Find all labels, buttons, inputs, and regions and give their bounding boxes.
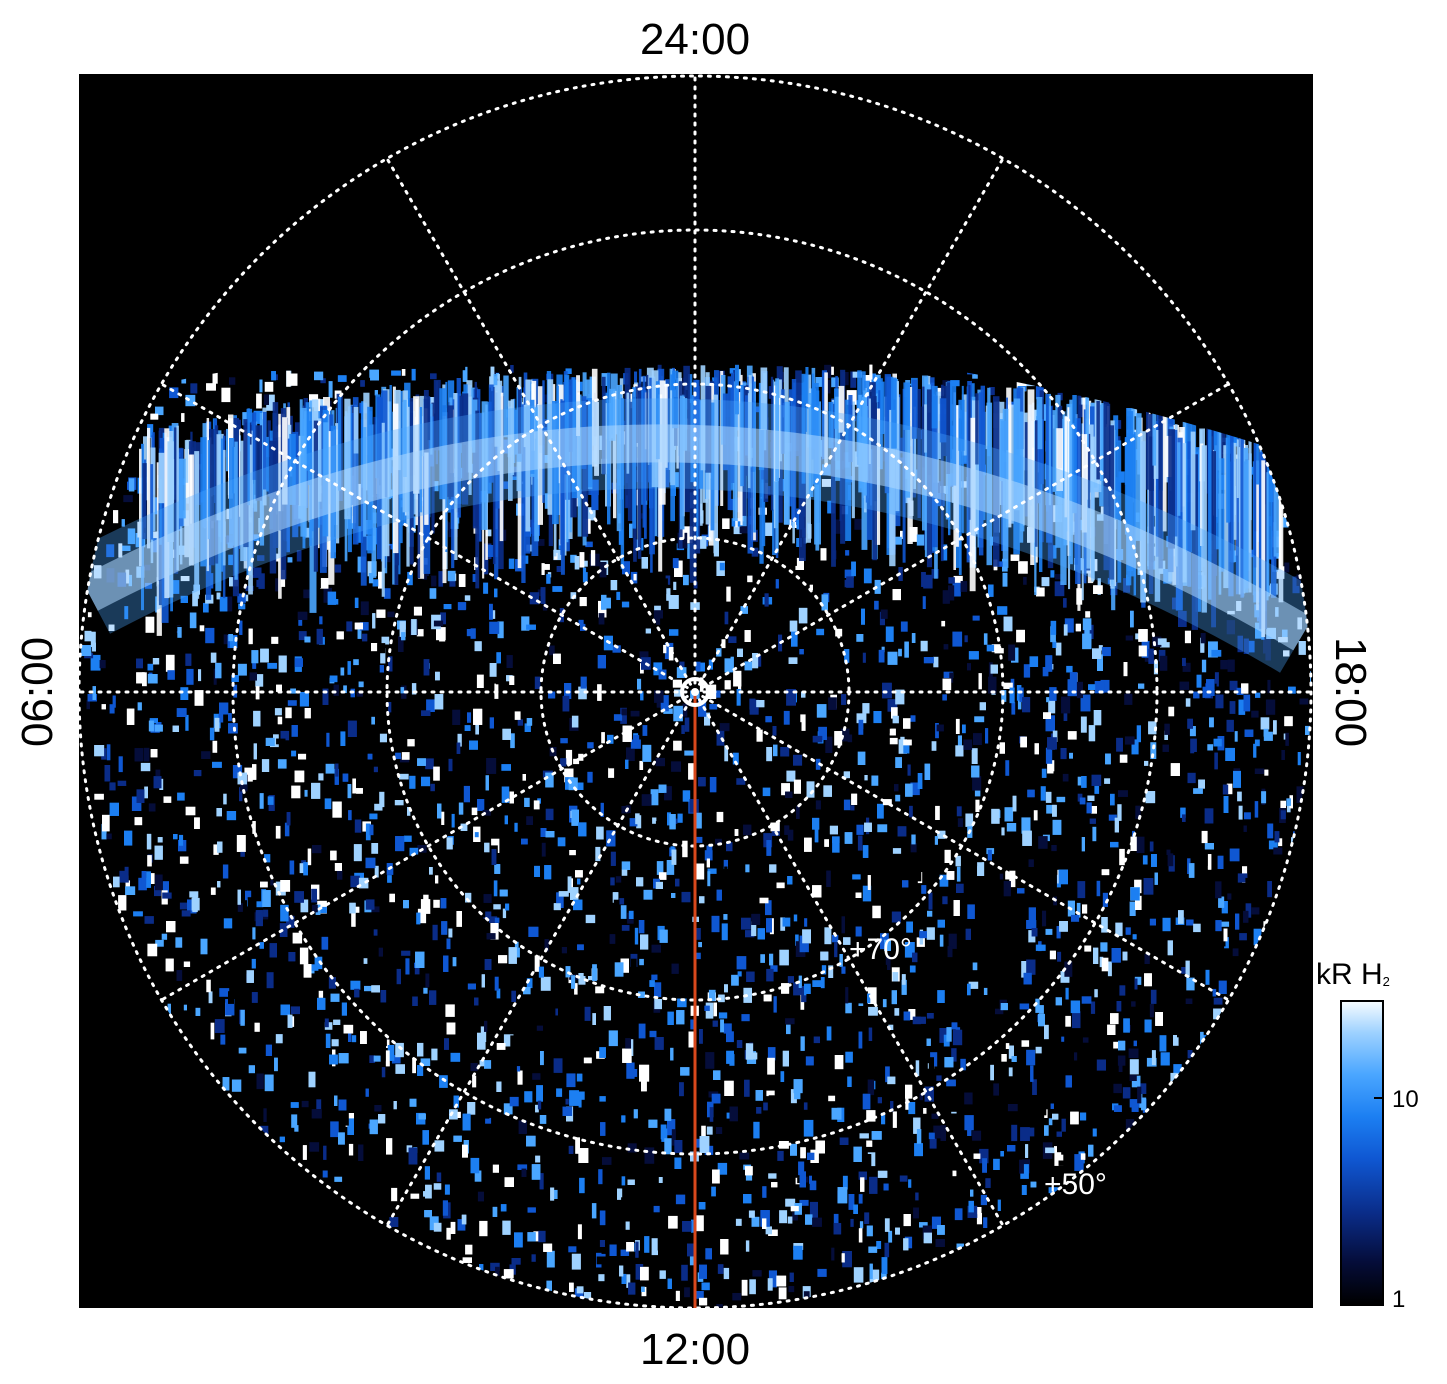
auroral-polar-projection: +70° +50° — [79, 74, 1313, 1308]
latitude-label-50: +50° — [1044, 1168, 1107, 1201]
colorbar-tick-label-1: 1 — [1392, 1286, 1406, 1313]
colorbar-tick-10 — [1374, 1097, 1384, 1099]
local-time-label-right: 18:00 — [1326, 636, 1375, 748]
colorbar-title-main: kR H — [1316, 958, 1383, 991]
latitude-label-70: +70° — [849, 933, 912, 966]
emission-map — [79, 76, 1311, 1308]
local-time-label-bottom: 12:00 — [639, 1325, 751, 1374]
colorbar-title: kR H2 — [1316, 958, 1390, 992]
colorbar-title-subscript: 2 — [1382, 974, 1390, 989]
colorbar-tick-1 — [1374, 1300, 1384, 1302]
local-time-label-top: 24:00 — [639, 15, 751, 64]
colorbar — [1340, 1000, 1384, 1306]
pole-marker — [680, 677, 710, 707]
colorbar-tick-label-10: 10 — [1392, 1086, 1419, 1113]
pole-marker-center — [691, 688, 699, 696]
local-time-label-left: 06:00 — [13, 636, 62, 748]
